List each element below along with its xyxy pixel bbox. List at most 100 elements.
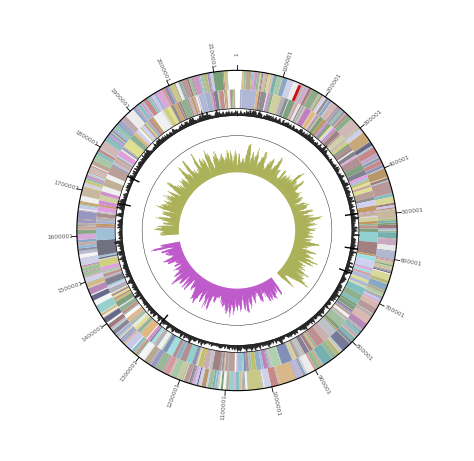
Wedge shape [108, 134, 125, 147]
Wedge shape [282, 182, 297, 194]
Wedge shape [358, 215, 377, 218]
Wedge shape [191, 275, 201, 288]
Wedge shape [221, 287, 225, 300]
Wedge shape [181, 187, 191, 195]
Wedge shape [254, 350, 262, 370]
Wedge shape [226, 371, 229, 390]
Wedge shape [205, 283, 214, 301]
Wedge shape [203, 349, 212, 368]
Wedge shape [178, 264, 190, 272]
Wedge shape [294, 216, 322, 221]
Wedge shape [171, 192, 187, 202]
Text: 700001: 700001 [383, 304, 405, 319]
Wedge shape [165, 253, 184, 262]
Wedge shape [173, 103, 185, 122]
Wedge shape [77, 210, 97, 220]
Wedge shape [290, 252, 311, 261]
Wedge shape [204, 283, 214, 305]
Wedge shape [291, 251, 307, 258]
Wedge shape [200, 281, 210, 299]
Wedge shape [78, 209, 97, 213]
Wedge shape [193, 279, 206, 300]
Wedge shape [182, 172, 198, 189]
Wedge shape [174, 190, 189, 200]
Wedge shape [375, 259, 394, 262]
Wedge shape [273, 177, 278, 185]
Wedge shape [189, 365, 196, 384]
Wedge shape [164, 232, 180, 233]
Wedge shape [162, 233, 180, 234]
Wedge shape [273, 171, 287, 187]
Wedge shape [286, 193, 299, 201]
Wedge shape [228, 288, 231, 308]
Wedge shape [332, 112, 346, 127]
Wedge shape [337, 330, 351, 344]
Wedge shape [259, 166, 264, 177]
Wedge shape [294, 239, 310, 242]
Wedge shape [222, 287, 227, 307]
Wedge shape [352, 184, 371, 193]
Wedge shape [193, 279, 206, 299]
Wedge shape [199, 165, 208, 181]
Wedge shape [325, 338, 340, 356]
Wedge shape [220, 160, 224, 175]
Wedge shape [166, 199, 185, 207]
Wedge shape [79, 201, 99, 207]
Wedge shape [378, 230, 397, 231]
Wedge shape [329, 138, 344, 151]
Text: 100001: 100001 [283, 50, 293, 73]
Wedge shape [163, 253, 184, 262]
Wedge shape [374, 266, 392, 272]
Wedge shape [213, 156, 219, 176]
Wedge shape [108, 279, 126, 289]
Wedge shape [213, 284, 218, 297]
Wedge shape [324, 314, 340, 330]
Wedge shape [180, 81, 188, 99]
Wedge shape [202, 159, 212, 179]
Wedge shape [163, 355, 173, 373]
Wedge shape [266, 94, 273, 113]
Wedge shape [289, 254, 311, 265]
Wedge shape [221, 287, 225, 301]
Wedge shape [286, 193, 299, 201]
Wedge shape [323, 316, 337, 331]
Wedge shape [272, 179, 277, 185]
Wedge shape [162, 205, 182, 212]
Wedge shape [152, 117, 164, 134]
Wedge shape [118, 296, 135, 307]
Wedge shape [301, 111, 312, 127]
Wedge shape [318, 99, 329, 115]
Wedge shape [279, 98, 289, 117]
Wedge shape [77, 225, 96, 226]
Wedge shape [294, 225, 314, 227]
Wedge shape [177, 260, 188, 266]
Wedge shape [162, 218, 181, 221]
Wedge shape [233, 288, 234, 307]
Wedge shape [139, 103, 151, 119]
Wedge shape [265, 280, 275, 297]
Wedge shape [224, 90, 227, 109]
Wedge shape [378, 232, 397, 238]
Wedge shape [178, 263, 190, 272]
Wedge shape [279, 270, 285, 275]
Wedge shape [172, 195, 187, 203]
Wedge shape [162, 111, 173, 127]
Wedge shape [122, 148, 138, 160]
Wedge shape [282, 100, 295, 119]
Wedge shape [268, 160, 283, 183]
Wedge shape [223, 352, 226, 371]
Wedge shape [170, 185, 190, 198]
Wedge shape [227, 161, 229, 174]
Wedge shape [305, 353, 317, 371]
Wedge shape [254, 285, 257, 294]
Wedge shape [163, 110, 173, 127]
Wedge shape [203, 163, 211, 179]
Wedge shape [238, 154, 239, 173]
Wedge shape [146, 121, 160, 137]
Wedge shape [214, 168, 218, 177]
Wedge shape [241, 161, 242, 173]
Wedge shape [293, 215, 308, 219]
Wedge shape [352, 307, 372, 324]
Wedge shape [245, 371, 247, 390]
Wedge shape [115, 322, 130, 335]
